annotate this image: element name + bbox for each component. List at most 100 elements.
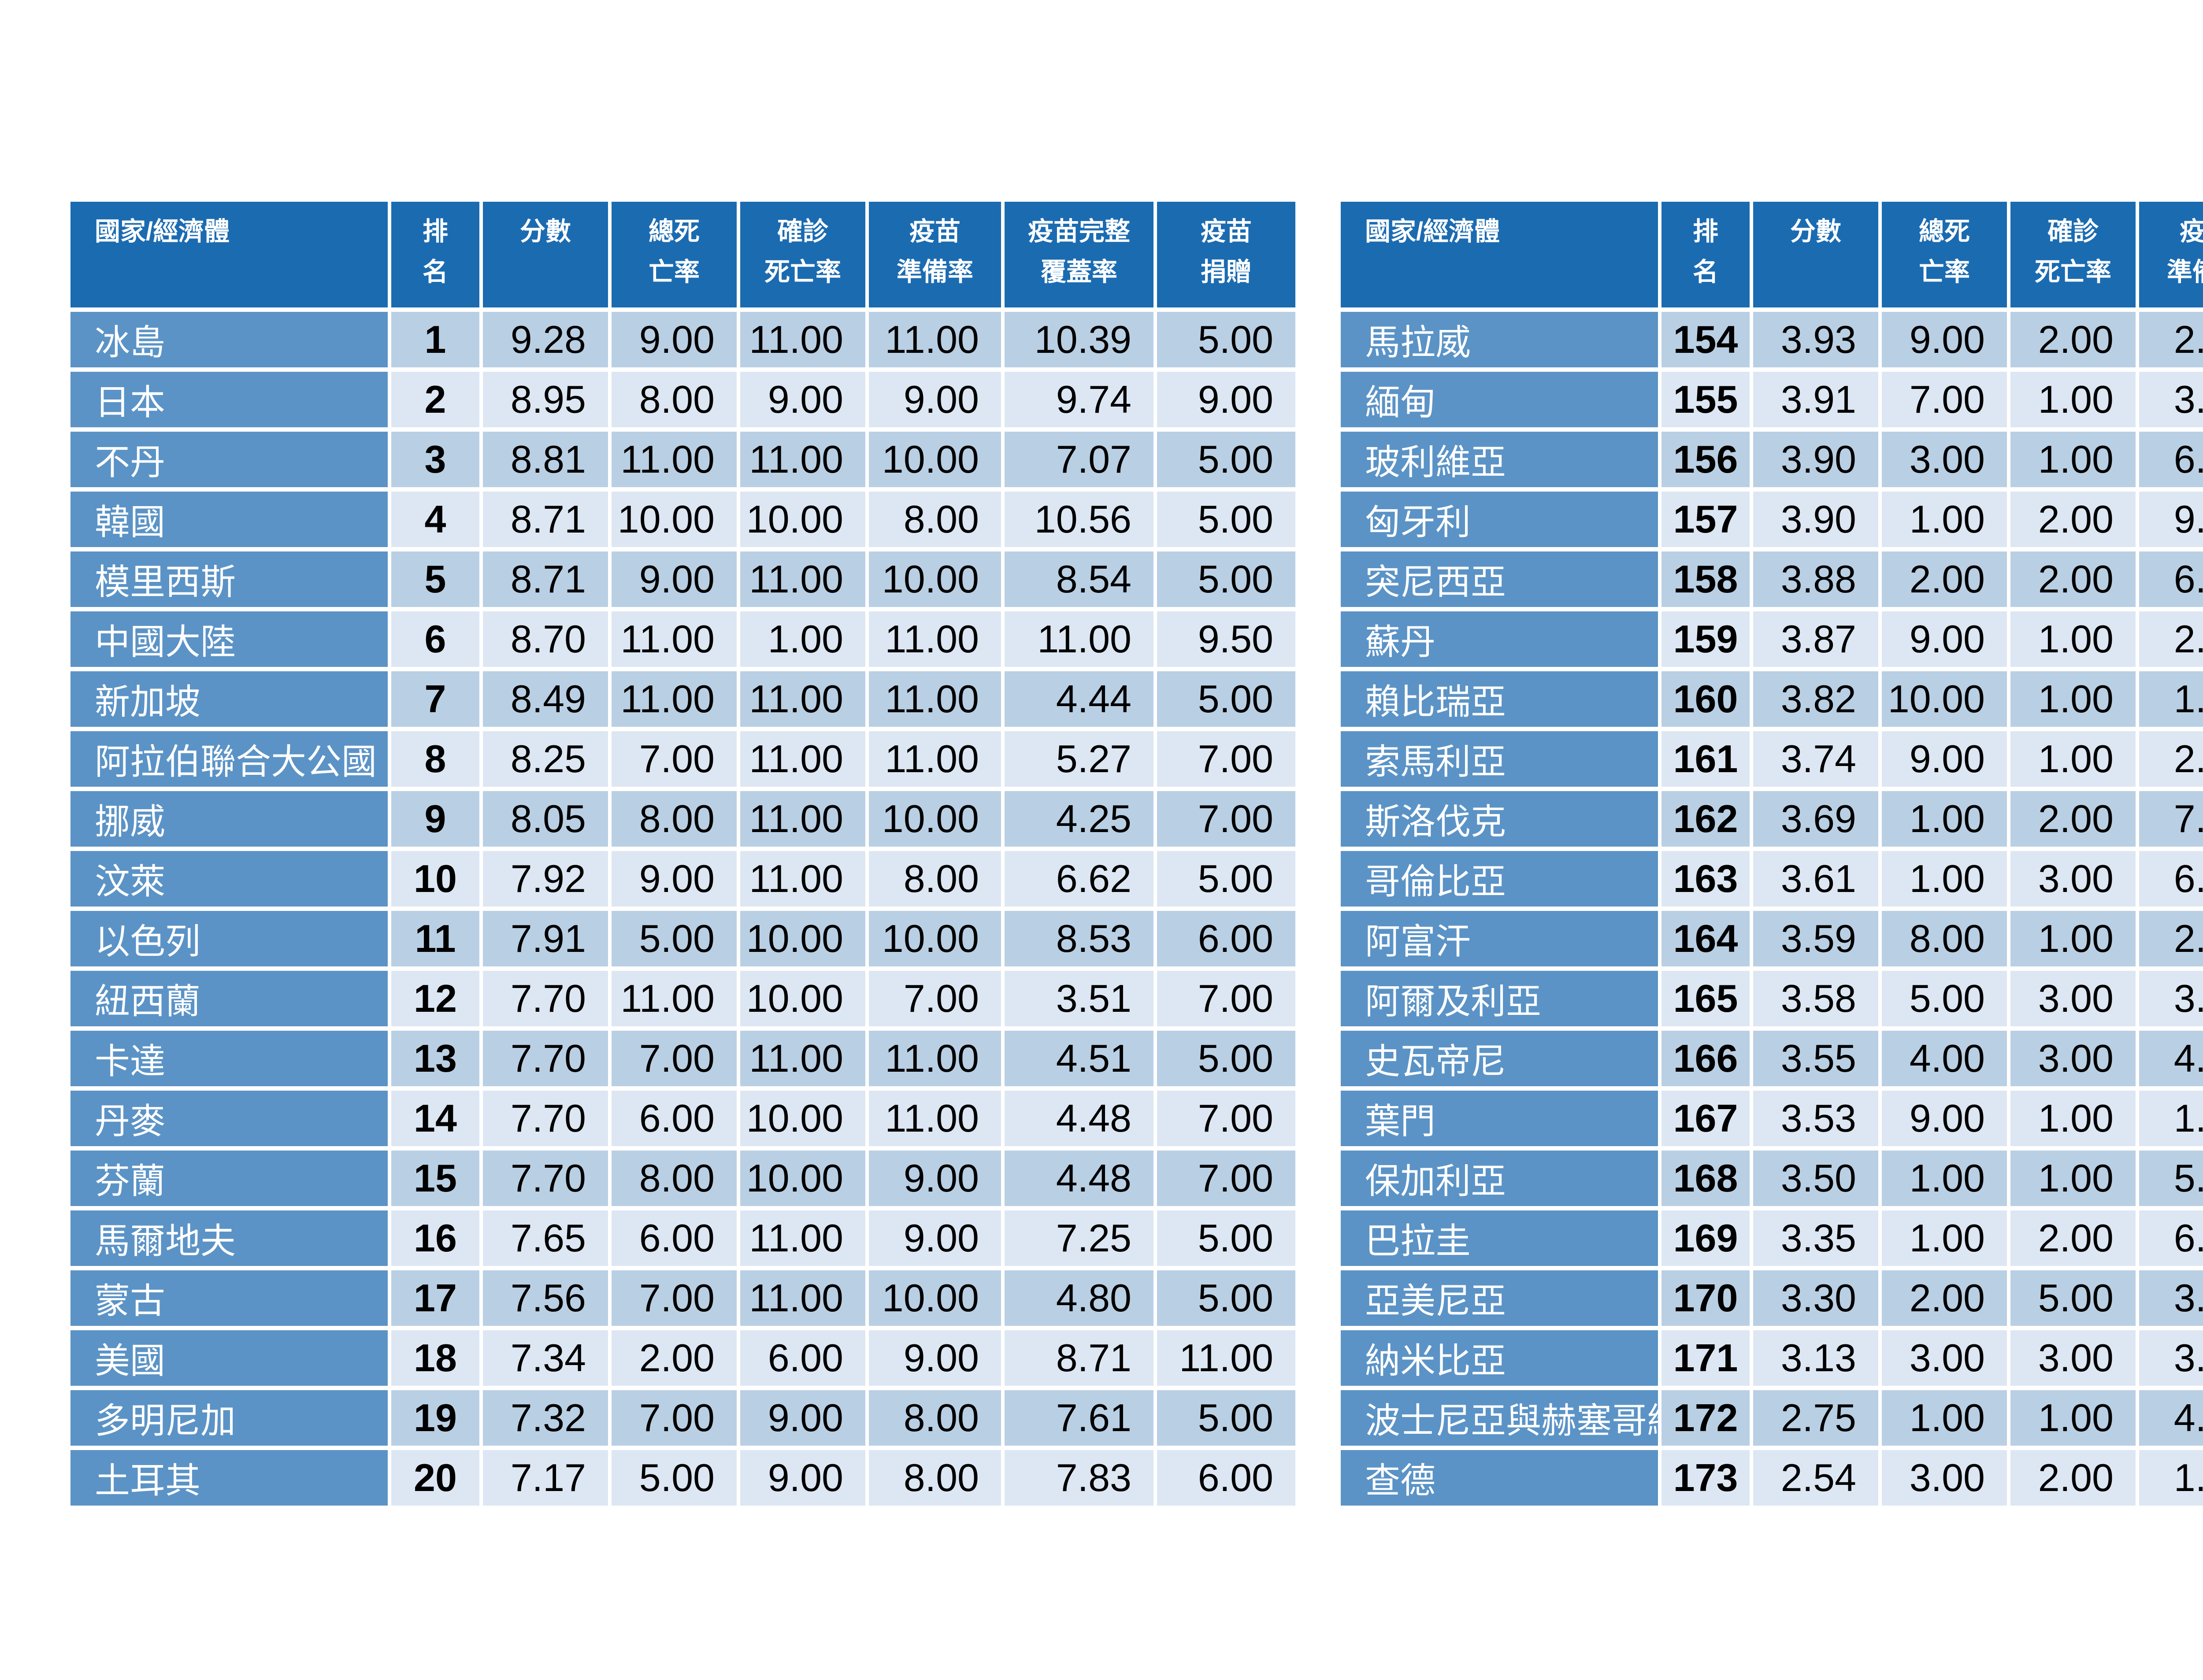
vaccine-readiness-rate-value: 8.00 bbox=[869, 1390, 1001, 1446]
vaccine-donation-value: 5.00 bbox=[1157, 312, 1295, 367]
vaccine-readiness-rate-value: 2.00 bbox=[2139, 911, 2203, 966]
rank-value: 171 bbox=[1662, 1330, 1750, 1386]
case-fatality-rate-value: 5.00 bbox=[2010, 1270, 2136, 1326]
rank-value: 15 bbox=[391, 1151, 479, 1206]
vaccine-full-coverage-rate-value: 11.00 bbox=[1005, 611, 1153, 667]
score-value: 8.49 bbox=[483, 671, 608, 727]
rank-value: 154 bbox=[1662, 312, 1750, 367]
case-fatality-rate-value: 2.00 bbox=[2010, 791, 2136, 847]
total-death-rate-value: 8.00 bbox=[1882, 911, 2007, 966]
vaccine-donation-value: 7.00 bbox=[1157, 1151, 1295, 1206]
case-fatality-rate-value: 11.00 bbox=[740, 1270, 865, 1326]
score-value: 7.32 bbox=[483, 1390, 608, 1446]
vaccine-readiness-rate-value: 6.00 bbox=[2139, 1210, 2203, 1266]
total-death-rate-value: 1.00 bbox=[1882, 791, 2007, 847]
vaccine-donation-value: 5.00 bbox=[1157, 1210, 1295, 1266]
vaccine-donation-value: 7.00 bbox=[1157, 731, 1295, 787]
rank-value: 160 bbox=[1662, 671, 1750, 727]
country-name: 日本 bbox=[70, 372, 388, 427]
rank-value: 158 bbox=[1662, 551, 1750, 607]
score-value: 3.87 bbox=[1753, 611, 1878, 667]
vaccine-readiness-rate-value: 11.00 bbox=[869, 1031, 1001, 1086]
vaccine-full-coverage-rate-value: 5.27 bbox=[1005, 731, 1153, 787]
country-name: 納米比亞 bbox=[1341, 1330, 1658, 1386]
country-name: 查德 bbox=[1341, 1450, 1658, 1506]
total-death-rate-value: 3.00 bbox=[1882, 1450, 2007, 1506]
country-name: 玻利維亞 bbox=[1341, 432, 1658, 487]
rank-value: 2 bbox=[391, 372, 479, 427]
score-value: 3.61 bbox=[1753, 851, 1878, 907]
vaccine-readiness-rate-value: 11.00 bbox=[869, 312, 1001, 367]
vaccine-readiness-rate-value: 3.00 bbox=[2139, 1330, 2203, 1386]
case-fatality-rate-value: 1.00 bbox=[2010, 432, 2136, 487]
case-fatality-rate-value: 3.00 bbox=[2010, 851, 2136, 907]
case-fatality-rate-value: 2.00 bbox=[2010, 312, 2136, 367]
country-name: 卡達 bbox=[70, 1031, 388, 1086]
column-header-case-fatality-rate: 確診 死亡率 bbox=[2010, 202, 2136, 307]
case-fatality-rate-value: 10.00 bbox=[740, 1091, 865, 1146]
rank-value: 166 bbox=[1662, 1031, 1750, 1086]
total-death-rate-value: 7.00 bbox=[612, 1031, 737, 1086]
rank-value: 18 bbox=[391, 1330, 479, 1386]
total-death-rate-value: 5.00 bbox=[612, 911, 737, 966]
score-value: 3.93 bbox=[1753, 312, 1878, 367]
vaccine-full-coverage-rate-value: 4.48 bbox=[1005, 1151, 1153, 1206]
score-value: 8.05 bbox=[483, 791, 608, 847]
case-fatality-rate-value: 11.00 bbox=[740, 851, 865, 907]
case-fatality-rate-value: 9.00 bbox=[740, 1390, 865, 1446]
score-value: 3.69 bbox=[1753, 791, 1878, 847]
total-death-rate-value: 1.00 bbox=[1882, 1390, 2007, 1446]
score-value: 7.17 bbox=[483, 1450, 608, 1506]
vaccine-readiness-rate-value: 2.00 bbox=[2139, 312, 2203, 367]
vaccine-donation-value: 5.00 bbox=[1157, 1270, 1295, 1326]
score-value: 3.90 bbox=[1753, 492, 1878, 547]
vaccine-readiness-rate-value: 11.00 bbox=[869, 731, 1001, 787]
vaccine-readiness-rate-value: 3.00 bbox=[2139, 1270, 2203, 1326]
country-name: 緬甸 bbox=[1341, 372, 1658, 427]
total-death-rate-value: 1.00 bbox=[1882, 492, 2007, 547]
score-value: 9.28 bbox=[483, 312, 608, 367]
country-name: 阿爾及利亞 bbox=[1341, 971, 1658, 1026]
rank-value: 3 bbox=[391, 432, 479, 487]
vaccine-readiness-rate-value: 11.00 bbox=[869, 671, 1001, 727]
case-fatality-rate-value: 2.00 bbox=[2010, 1210, 2136, 1266]
country-name: 哥倫比亞 bbox=[1341, 851, 1658, 907]
vaccine-full-coverage-rate-value: 7.25 bbox=[1005, 1210, 1153, 1266]
country-name: 以色列 bbox=[70, 911, 388, 966]
country-name: 阿拉伯聯合大公國 bbox=[70, 731, 388, 787]
country-name: 阿富汗 bbox=[1341, 911, 1658, 966]
total-death-rate-value: 6.00 bbox=[612, 1091, 737, 1146]
column-header-total-death-rate: 總死 亡率 bbox=[1882, 202, 2007, 307]
score-value: 3.58 bbox=[1753, 971, 1878, 1026]
total-death-rate-value: 2.00 bbox=[1882, 1270, 2007, 1326]
vaccine-donation-value: 6.00 bbox=[1157, 911, 1295, 966]
rank-value: 9 bbox=[391, 791, 479, 847]
total-death-rate-value: 9.00 bbox=[1882, 731, 2007, 787]
total-death-rate-value: 2.00 bbox=[1882, 551, 2007, 607]
vaccine-readiness-rate-value: 2.00 bbox=[2139, 611, 2203, 667]
vaccine-full-coverage-rate-value: 4.80 bbox=[1005, 1270, 1153, 1326]
vaccine-donation-value: 5.00 bbox=[1157, 851, 1295, 907]
country-name: 韓國 bbox=[70, 492, 388, 547]
case-fatality-rate-value: 2.00 bbox=[2010, 551, 2136, 607]
total-death-rate-value: 10.00 bbox=[612, 492, 737, 547]
case-fatality-rate-value: 1.00 bbox=[740, 611, 865, 667]
score-value: 3.53 bbox=[1753, 1091, 1878, 1146]
total-death-rate-value: 3.00 bbox=[1882, 432, 2007, 487]
case-fatality-rate-value: 1.00 bbox=[2010, 671, 2136, 727]
rank-value: 8 bbox=[391, 731, 479, 787]
case-fatality-rate-value: 10.00 bbox=[740, 1151, 865, 1206]
total-death-rate-value: 9.00 bbox=[612, 851, 737, 907]
vaccine-full-coverage-rate-value: 9.74 bbox=[1005, 372, 1153, 427]
case-fatality-rate-value: 11.00 bbox=[740, 551, 865, 607]
score-value: 2.75 bbox=[1753, 1390, 1878, 1446]
score-value: 8.81 bbox=[483, 432, 608, 487]
column-header-rank: 排名 bbox=[1662, 202, 1750, 307]
score-value: 2.54 bbox=[1753, 1450, 1878, 1506]
country-name: 丹麥 bbox=[70, 1091, 388, 1146]
total-death-rate-value: 9.00 bbox=[1882, 1091, 2007, 1146]
vaccine-readiness-rate-value: 10.00 bbox=[869, 551, 1001, 607]
vaccine-full-coverage-rate-value: 7.61 bbox=[1005, 1390, 1153, 1446]
vaccine-donation-value: 5.00 bbox=[1157, 1031, 1295, 1086]
case-fatality-rate-value: 1.00 bbox=[2010, 611, 2136, 667]
